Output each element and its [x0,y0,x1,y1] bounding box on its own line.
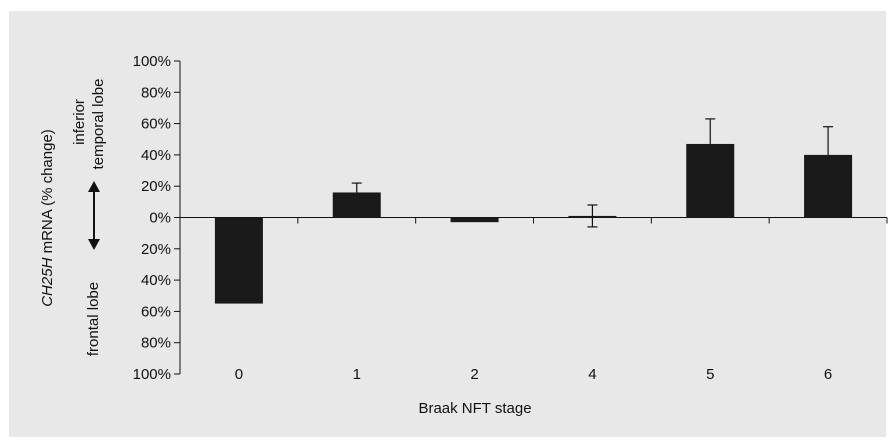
y-tick-label: 60% [141,303,171,320]
y-tick-label: 80% [141,84,171,101]
lower-region-label: frontal lobe [85,282,102,356]
chart-background [9,11,886,437]
y-ticks: 100% 80% 60% 40% 20% 0% 20% 40% 60% 80% 100% [133,53,180,383]
bar-stage-1 [332,192,381,218]
y-tick-label: 20% [141,178,171,195]
x-tick-label: 1 [353,366,361,383]
y-tick-label: 60% [141,116,171,133]
y-axis-title-rest: mRNA (% change) [39,129,56,257]
bar-stage-6 [804,154,853,218]
x-tick-labels: 0 1 2 4 5 6 [235,366,833,383]
x-tick-label: 5 [706,366,714,383]
axes [179,61,888,374]
y-tick-label: 20% [141,241,171,258]
x-tick-label: 6 [824,366,832,383]
y-tick-label: 80% [141,335,171,352]
bar-stage-0 [214,217,263,304]
x-tick-label: 4 [588,366,596,383]
upper-region-label-line1: inferior [71,99,88,145]
upper-region-label-line2: temporal lobe [90,79,107,170]
bar-stage-5 [686,143,735,218]
bar-stage-2 [450,217,499,223]
y-axis-title: CH25H mRNA (% change) [39,129,56,307]
bars [214,118,853,304]
y-tick-label: 100% [133,366,171,383]
y-tick-label: 40% [141,147,171,164]
y-axis-title-gene: CH25H [39,257,56,306]
x-tick-label: 2 [470,366,478,383]
double-arrow-icon [88,181,100,250]
x-axis-title: Braak NFT stage [418,400,531,417]
y-tick-label: 100% [133,53,171,70]
y-tick-label: 0% [149,210,171,227]
y-tick-label: 40% [141,272,171,289]
x-tick-label: 0 [235,366,243,383]
